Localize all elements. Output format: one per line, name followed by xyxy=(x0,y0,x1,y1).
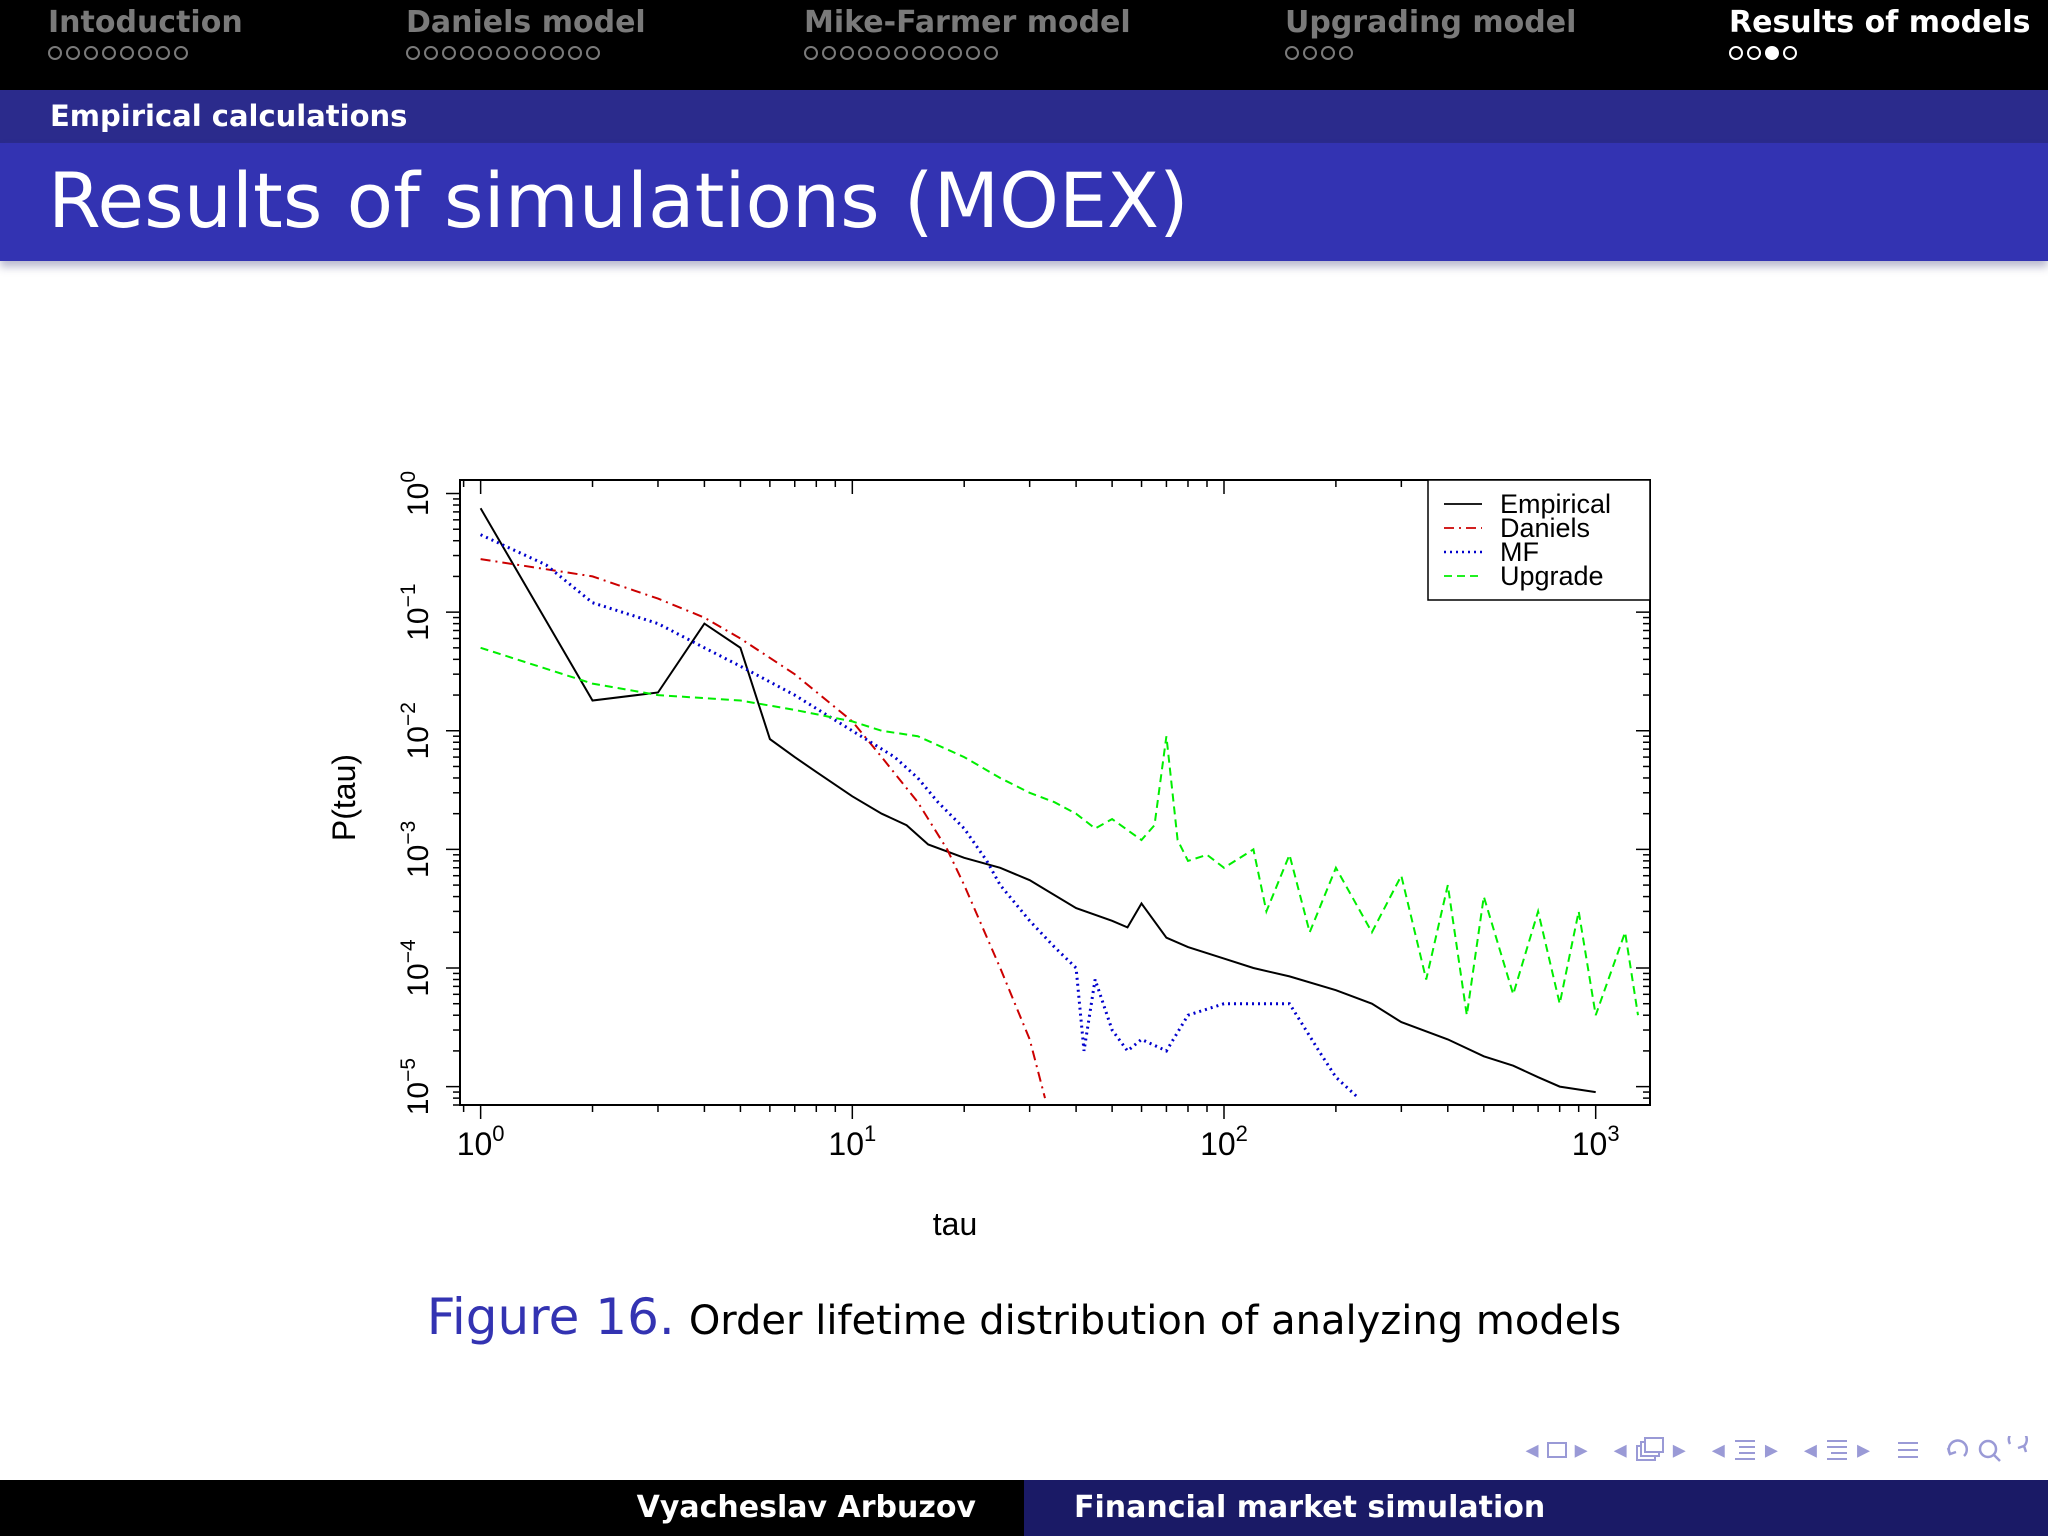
footer-author-box: Vyacheslav Arbuzov xyxy=(0,1480,1024,1536)
slide-nav-icon[interactable]: ◂ ▸ xyxy=(1613,1435,1686,1465)
nav-frame-dot[interactable] xyxy=(948,46,962,60)
nav-section-title: Upgrading model xyxy=(1285,5,1577,40)
nav-frame-dots xyxy=(1285,46,1576,60)
nav-frame-dot[interactable] xyxy=(1747,46,1761,60)
y-tick-label: 100 xyxy=(397,471,435,516)
nav-frame-dot[interactable] xyxy=(66,46,80,60)
nav-frame-dot[interactable] xyxy=(1303,46,1317,60)
nav-frame-dot[interactable] xyxy=(966,46,980,60)
nav-frame-dot[interactable] xyxy=(912,46,926,60)
x-tick-label: 100 xyxy=(457,1121,505,1162)
nav-frame-dot[interactable] xyxy=(984,46,998,60)
nav-frame-dot[interactable] xyxy=(1339,46,1353,60)
nav-frame-dot[interactable] xyxy=(514,46,528,60)
y-axis-label: P(tau) xyxy=(326,754,362,841)
frame-title-bar: Results of simulations (MOEX) xyxy=(0,143,2048,261)
footer-author: Vyacheslav Arbuzov xyxy=(636,1490,976,1525)
y-tick-label: 10−5 xyxy=(397,1058,435,1115)
nav-frame-dot[interactable] xyxy=(460,46,474,60)
series-line-daniels xyxy=(480,558,1046,1099)
nav-section-mike-farmer-model[interactable]: Mike-Farmer model xyxy=(804,4,1131,60)
nav-frame-dot[interactable] xyxy=(804,46,818,60)
nav-frame-dots xyxy=(406,46,646,60)
nav-frame-dot[interactable] xyxy=(478,46,492,60)
section-navigation: Intoduction Daniels model Mike-Farmer mo… xyxy=(0,0,2048,90)
frame-title: Results of simulations (MOEX) xyxy=(48,156,1189,245)
x-axis-label: tau xyxy=(933,1206,977,1242)
nav-frame-dot[interactable] xyxy=(406,46,420,60)
legend-box xyxy=(1427,479,1651,601)
legend-label-mf: MF xyxy=(1500,537,1539,567)
section-nav-icon[interactable]: ◂ ▸ xyxy=(1803,1435,1870,1465)
x-tick-label: 103 xyxy=(1572,1121,1620,1162)
nav-frame-dot[interactable] xyxy=(894,46,908,60)
nav-frame-dot[interactable] xyxy=(156,46,170,60)
nav-frame-dot[interactable] xyxy=(550,46,564,60)
nav-section-title: Mike-Farmer model xyxy=(804,5,1131,40)
beamer-navigation-symbols: ◂ ▸ ◂ ▸ ◂ ▸ ◂ ▸ xyxy=(1525,1432,2028,1468)
nav-frame-dots xyxy=(48,46,243,60)
nav-frame-dot[interactable] xyxy=(532,46,546,60)
nav-frame-dot[interactable] xyxy=(174,46,188,60)
caption-label: Figure 16. xyxy=(426,1288,675,1346)
x-tick-label: 101 xyxy=(828,1121,876,1162)
y-tick-label: 10−2 xyxy=(397,702,435,759)
nav-frame-dot[interactable] xyxy=(1285,46,1299,60)
nav-frame-dot[interactable] xyxy=(586,46,600,60)
legend-label-daniels: Daniels xyxy=(1500,513,1590,543)
nav-frame-dot[interactable] xyxy=(876,46,890,60)
search-icon[interactable] xyxy=(1946,1436,2028,1464)
y-tick-label: 10−3 xyxy=(397,821,435,878)
series-line-upgrade xyxy=(480,646,1639,1016)
nav-frame-dot[interactable] xyxy=(1321,46,1335,60)
y-tick-label: 10−1 xyxy=(397,583,435,640)
nav-frame-dot[interactable] xyxy=(48,46,62,60)
order-lifetime-chart: 100 101 102 103 100 10−1 10−2 10−3 10−4 10−5 tau P(… xyxy=(326,471,1651,1242)
nav-frame-dot[interactable] xyxy=(424,46,438,60)
nav-frame-dot[interactable] xyxy=(496,46,510,60)
series-line-mf xyxy=(479,533,1360,1100)
footer: Vyacheslav Arbuzov Financial market simu… xyxy=(0,1480,2048,1536)
nav-frame-dot[interactable] xyxy=(568,46,582,60)
nav-section-title: Results of models xyxy=(1729,5,2031,40)
nav-frame-dot[interactable] xyxy=(840,46,854,60)
footer-title-box: Financial market simulation xyxy=(1024,1480,2048,1536)
nav-frame-dot[interactable] xyxy=(858,46,872,60)
caption-text: Order lifetime distribution of analyzing… xyxy=(688,1298,1622,1344)
nav-section-title: Intoduction xyxy=(48,5,243,40)
series-line-empirical xyxy=(479,507,1596,1094)
subsection-bar: Empirical calculations xyxy=(0,90,2048,143)
nav-frame-dot[interactable] xyxy=(442,46,456,60)
nav-section-introduction[interactable]: Intoduction xyxy=(48,4,243,60)
nav-frame-dot[interactable] xyxy=(138,46,152,60)
nav-section-upgrading-model[interactable]: Upgrading model xyxy=(1285,4,1576,60)
nav-frame-dot[interactable] xyxy=(84,46,98,60)
y-tick-label: 10−4 xyxy=(397,939,435,997)
nav-frame-dots xyxy=(1729,46,2031,60)
legend-label-empirical: Empirical xyxy=(1500,489,1611,519)
nav-section-title: Daniels model xyxy=(406,5,646,40)
legend-label-upgrade: Upgrade xyxy=(1500,561,1604,591)
subsection-label[interactable]: Empirical calculations xyxy=(50,99,408,133)
x-tick-label: 102 xyxy=(1200,1121,1248,1162)
nav-frame-dot[interactable] xyxy=(102,46,116,60)
nav-frame-dot[interactable] xyxy=(1729,46,1743,60)
nav-section-results-of-models[interactable]: Results of models xyxy=(1729,4,2031,60)
document-nav-icon[interactable] xyxy=(1896,1437,1920,1463)
figure-caption: Figure 16. Order lifetime distribution of… xyxy=(0,1288,2048,1346)
subsection-nav-icon[interactable]: ◂ ▸ xyxy=(1711,1435,1778,1465)
footer-title: Financial market simulation xyxy=(1074,1490,1546,1525)
nav-frame-dot[interactable] xyxy=(822,46,836,60)
nav-frame-dot[interactable] xyxy=(120,46,134,60)
nav-frame-dot[interactable] xyxy=(930,46,944,60)
nav-section-daniels-model[interactable]: Daniels model xyxy=(406,4,646,60)
nav-frame-dot[interactable] xyxy=(1783,46,1797,60)
nav-frame-dots xyxy=(804,46,1131,60)
nav-frame-dot[interactable] xyxy=(1765,46,1779,60)
frame-nav-icon[interactable]: ◂ ▸ xyxy=(1525,1435,1588,1465)
